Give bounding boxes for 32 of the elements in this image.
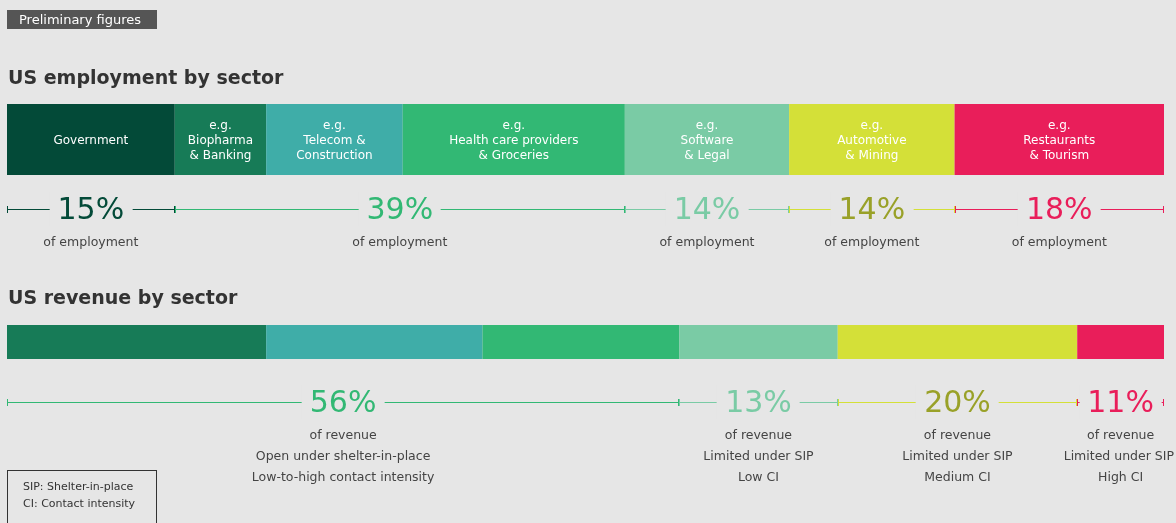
- chart-subtitle: Preliminary figures: [7, 10, 157, 29]
- text: 20% of revenue Limited under SIP Medium CI: [902, 384, 1013, 486]
- chart-title: US revenue by sector: [8, 286, 238, 308]
- bar: [266, 325, 483, 359]
- text: SIP: Shelter-in-place CI: Contact intensity: [7, 470, 157, 523]
- text: 13% of revenue Limited under SIP Low CI: [703, 384, 814, 486]
- bar: [7, 325, 267, 359]
- series-label: e.g. Software & Legal: [680, 117, 734, 162]
- bar: [954, 104, 1164, 175]
- series-label: e.g. Automotive & Mining: [837, 117, 907, 162]
- series-label: e.g. Biopharma & Banking: [187, 117, 254, 162]
- bar: [482, 325, 680, 359]
- bar: [679, 325, 838, 359]
- chart-title: US employment by sector: [8, 66, 284, 88]
- text: 11% of revenue Limited under SIP High CI: [1063, 384, 1174, 486]
- bar: [7, 104, 175, 175]
- bar: [266, 104, 403, 175]
- series-label: e.g. Restaurants & Tourism: [1023, 117, 1096, 162]
- bar: [1077, 325, 1164, 359]
- series-label: Government: [53, 132, 129, 147]
- text: 39% of employment: [352, 191, 448, 251]
- text: 14% of employment: [824, 191, 920, 251]
- text: 14% of employment: [659, 191, 755, 251]
- bar: [402, 104, 625, 175]
- text: 15% of employment: [43, 191, 139, 251]
- series-label: e.g. Telecom & Construction: [296, 117, 373, 162]
- bar: [789, 104, 955, 175]
- bar: [837, 325, 1078, 359]
- bar: [624, 104, 790, 175]
- series-label: e.g. Health care providers & Groceries: [449, 117, 579, 162]
- text: 18% of employment: [1011, 191, 1107, 251]
- text: 56% of revenue Open under shelter-in-place Low-to-high contact intensity: [251, 384, 435, 486]
